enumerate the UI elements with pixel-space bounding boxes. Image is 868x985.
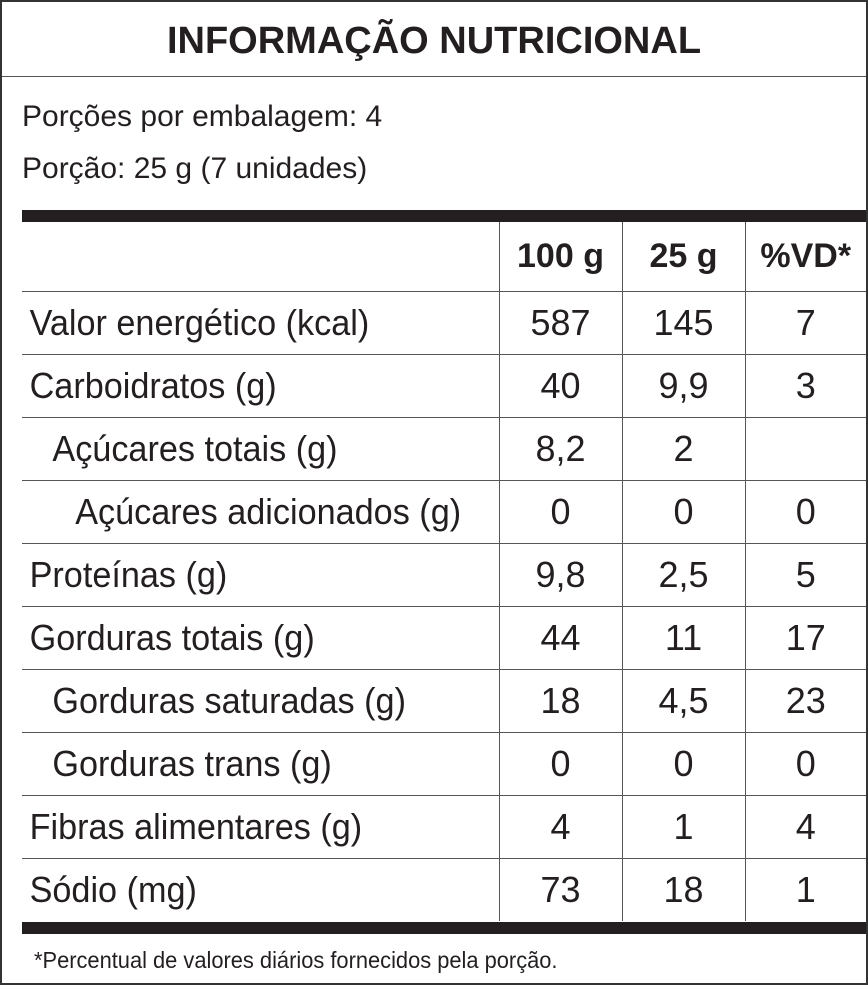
row-name-sodium: Sódio (mg): [29, 869, 197, 910]
row-value-100g: 0: [498, 480, 622, 544]
nutrition-table: 100 g 25 g %VD* Valor energético (kcal) …: [22, 222, 866, 921]
row-value-25g: 2,5: [621, 543, 745, 607]
row-value-vd: 1: [744, 858, 866, 921]
table-row: Açúcares adicionados (g) 0 0 0: [22, 480, 866, 544]
row-name-added-sugars: Açúcares adicionados (g): [22, 480, 476, 544]
row-name-fiber: Fibras alimentares (g): [22, 795, 476, 859]
table-row: Gorduras trans (g) 0 0 0: [22, 732, 866, 796]
row-value-vd: 17: [744, 606, 866, 670]
row-value-vd: 4: [744, 795, 866, 859]
row-value-100g: 44: [498, 606, 622, 670]
row-value-100g: 4: [498, 795, 622, 859]
table-row: Açúcares totais (g) 8,2 2: [22, 417, 866, 481]
header-empty: [22, 222, 499, 292]
row-value-25g: 0: [621, 480, 745, 544]
row-name-carbs: Carboidratos (g): [22, 354, 476, 418]
header-vd: %VD*: [744, 222, 866, 292]
row-value-vd: 23: [744, 669, 866, 733]
row-value-100g: 9,8: [498, 543, 622, 607]
row-name-total-sugars: Açúcares totais (g): [22, 417, 476, 481]
table-row: Carboidratos (g) 40 9,9 3: [22, 354, 866, 418]
row-value-100g: 18: [498, 669, 622, 733]
row-value-25g: 1: [621, 795, 745, 859]
row-value-vd: [744, 417, 866, 481]
row-name-trans-fats: Gorduras trans (g): [22, 732, 476, 796]
row-value-25g: 4,5: [621, 669, 745, 733]
row-value-25g: 2: [621, 417, 745, 481]
row-value-100g: 0: [498, 732, 622, 796]
row-value-vd: 0: [744, 480, 866, 544]
row-name-total-fats: Gorduras totais (g): [22, 606, 476, 670]
table-row: Sódio (mg) 73 18 1: [22, 858, 866, 921]
row-name-proteins: Proteínas (g): [22, 543, 476, 607]
row-name-energy: Valor energético (kcal): [22, 291, 476, 355]
row-value-vd: 7: [744, 291, 866, 355]
footnote: *Percentual de valores diários fornecido…: [34, 947, 558, 973]
header-25g: 25 g: [621, 222, 745, 292]
row-value-25g: 11: [621, 606, 745, 670]
row-name-saturated-fats: Gorduras saturadas (g): [22, 669, 476, 733]
serving-size: Porção: 25 g (7 unidades): [22, 152, 368, 185]
row-value-25g: 9,9: [621, 354, 745, 418]
table-row: Gorduras totais (g) 44 11 17: [22, 606, 866, 670]
row-value-25g: 145: [621, 291, 745, 355]
bottom-divider-bar: [22, 922, 866, 934]
table-header-row: 100 g 25 g %VD*: [22, 222, 866, 292]
table-row: Gorduras saturadas (g) 18 4,5 23: [22, 669, 866, 733]
table-row: Valor energético (kcal) 587 145 7: [22, 291, 866, 355]
top-divider-bar: [22, 210, 866, 222]
header-100g: 100 g: [498, 222, 622, 292]
row-value-100g: 587: [498, 291, 622, 355]
row-value-25g: 18: [621, 858, 745, 921]
label-title: INFORMAÇÃO NUTRICIONAL: [2, 2, 866, 77]
row-value-100g: 8,2: [498, 417, 622, 481]
table-row: Proteínas (g) 9,8 2,5 5: [22, 543, 866, 607]
row-value-25g: 0: [621, 732, 745, 796]
servings-per-package: Porções por embalagem: 4: [22, 100, 383, 133]
row-value-vd: 3: [744, 354, 866, 418]
table-row: Fibras alimentares (g) 4 1 4: [22, 795, 866, 859]
row-value-100g: 73: [498, 858, 622, 921]
row-value-vd: 5: [744, 543, 866, 607]
row-value-100g: 40: [498, 354, 622, 418]
row-value-vd: 0: [744, 732, 866, 796]
